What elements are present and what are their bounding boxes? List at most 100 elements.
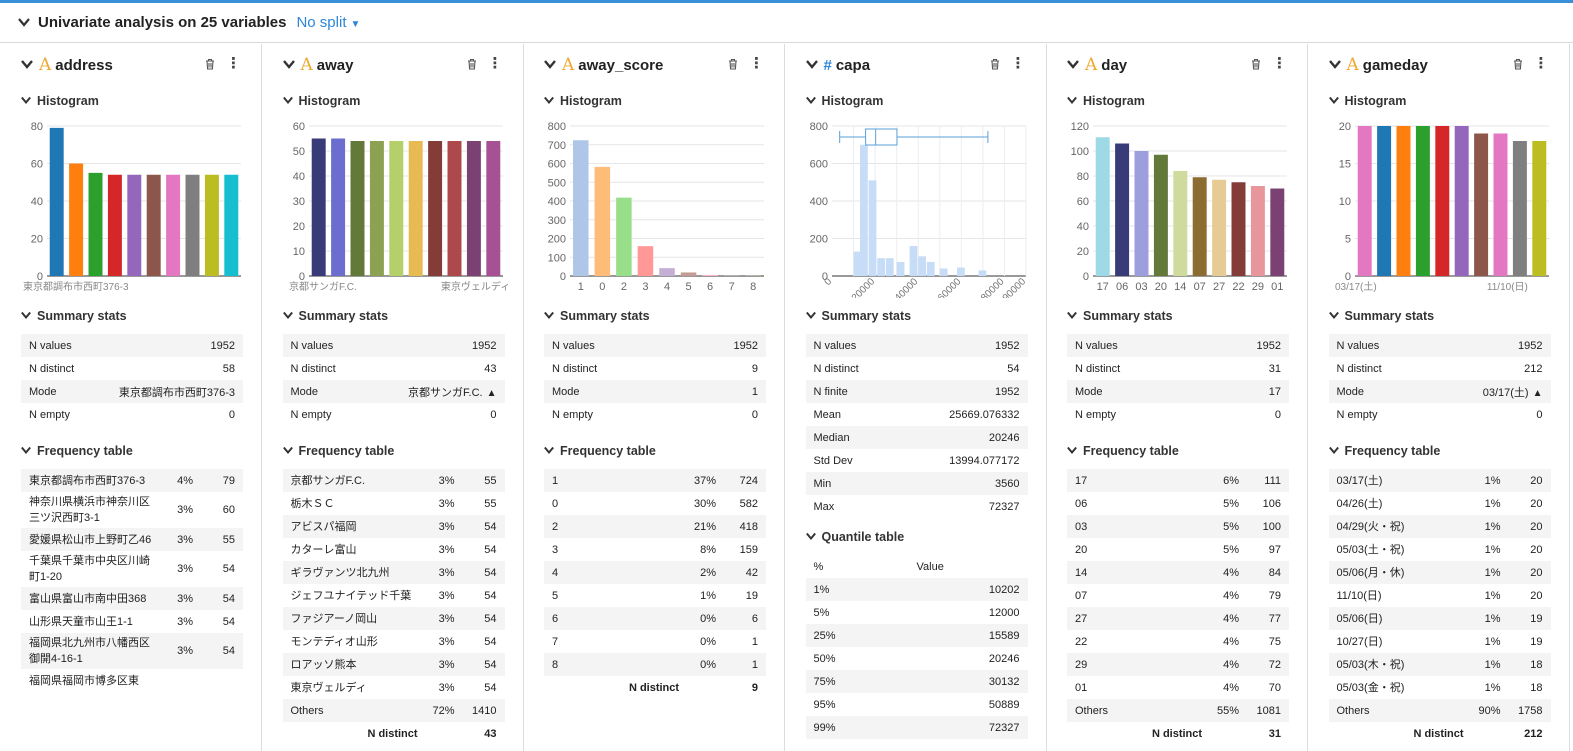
chevron-down-icon[interactable] (21, 310, 31, 323)
section-header[interactable]: Histogram (544, 94, 622, 108)
chevron-down-icon[interactable] (544, 445, 554, 458)
stat-value: 20246 (988, 431, 1020, 444)
chevron-down-icon[interactable] (282, 310, 293, 323)
chevron-down-icon[interactable] (805, 58, 818, 73)
quantile-percent: 1% (813, 583, 830, 596)
histogram-bar (69, 163, 84, 276)
frequency-count: 97 (1268, 543, 1281, 556)
n-distinct-value: 212 (1524, 727, 1543, 740)
chevron-down-icon[interactable] (18, 14, 30, 31)
trash-icon[interactable] (728, 58, 738, 73)
split-dropdown[interactable]: No split ▼ (296, 14, 360, 31)
kebab-menu-icon[interactable]: ⋮ (1533, 55, 1549, 72)
split-label: No split (296, 14, 347, 31)
chevron-down-icon[interactable] (282, 95, 293, 108)
quantile-row: 25% 15589 (805, 624, 1028, 647)
chevron-down-icon[interactable] (544, 58, 556, 73)
x-tick-label: 2 (621, 281, 627, 293)
chevron-down-icon[interactable] (1328, 58, 1341, 73)
trash-icon[interactable] (467, 58, 477, 73)
histogram-bar (1115, 143, 1130, 276)
frequency-count: 70 (1268, 681, 1281, 694)
frequency-percent: 2% (700, 566, 716, 579)
section-header[interactable]: Histogram (1328, 94, 1406, 108)
chevron-down-icon[interactable] (21, 58, 33, 73)
section-header[interactable]: Histogram (805, 94, 883, 108)
trash-icon[interactable] (205, 58, 215, 73)
chevron-down-icon[interactable] (282, 58, 295, 73)
chevron-down-icon[interactable] (1328, 95, 1339, 108)
frequency-count: 1081 (1256, 704, 1281, 717)
chevron-down-icon[interactable] (805, 531, 816, 544)
section-header[interactable]: Frequency table (282, 444, 394, 458)
x-tick-label: 4 (664, 281, 670, 293)
histogram-bar (1095, 137, 1110, 276)
section-header[interactable]: Quantile table (805, 530, 904, 544)
frequency-value: 10/27(日) (1336, 635, 1383, 648)
section-header[interactable]: Summary stats (1067, 309, 1173, 323)
quantile-col-percent: % (813, 560, 824, 573)
section-header[interactable]: Summary stats (805, 309, 911, 323)
y-tick-label: 0 (560, 271, 566, 283)
stats-row: N distinct 54 (806, 357, 1028, 380)
chevron-down-icon[interactable] (544, 95, 554, 108)
chevron-down-icon[interactable] (1067, 310, 1077, 323)
section-header[interactable]: Frequency table (544, 444, 656, 458)
section-header[interactable]: Summary stats (544, 309, 650, 323)
trash-icon[interactable] (1513, 58, 1523, 73)
frequency-percent: 3% (177, 563, 193, 575)
kebab-menu-icon[interactable]: ⋮ (749, 55, 764, 72)
section-header[interactable]: Summary stats (1328, 309, 1434, 323)
histogram-bar (956, 267, 965, 276)
text-type-icon: A (562, 55, 575, 75)
chevron-down-icon[interactable] (21, 95, 31, 108)
stat-value: 58 (222, 362, 235, 375)
frequency-value: 京都サンガF.C. (290, 474, 366, 487)
chevron-down-icon[interactable] (282, 445, 293, 458)
histogram-bar (885, 258, 894, 276)
chevron-down-icon[interactable] (805, 95, 816, 108)
section-header[interactable]: Histogram (282, 94, 360, 108)
section-label: Summary stats (1083, 309, 1173, 323)
chevron-down-icon[interactable] (1328, 310, 1339, 323)
chevron-down-icon[interactable] (1067, 58, 1079, 73)
trash-icon[interactable] (1251, 58, 1261, 73)
text-type-icon: A (39, 55, 52, 75)
frequency-percent: 3% (438, 681, 455, 694)
frequency-table: 京都サンガF.C. 3% 55 栃木ＳＣ 3% 55 アビスパ福岡 3% 54 カターレ富山 3% 5… (282, 469, 505, 745)
section-header[interactable]: Histogram (21, 94, 99, 108)
stat-label: N empty (1336, 408, 1378, 421)
frequency-value: ロアッソ熊本 (290, 658, 357, 671)
chevron-down-icon[interactable] (1328, 445, 1339, 458)
stats-row: N empty 0 (1067, 403, 1289, 426)
section-header[interactable]: Summary stats (282, 309, 388, 323)
chevron-down-icon[interactable] (1067, 95, 1077, 108)
frequency-percent: 55% (1216, 704, 1239, 717)
quantile-row: 95% 50889 (806, 693, 1028, 716)
frequency-count: 18 (1530, 658, 1543, 671)
chevron-down-icon[interactable] (805, 310, 816, 323)
chevron-down-icon[interactable] (1067, 445, 1077, 458)
frequency-count: 54 (484, 681, 497, 694)
section-header[interactable]: Summary stats (21, 309, 127, 323)
quantile-percent: 5% (813, 606, 830, 619)
section-header[interactable]: Frequency table (1067, 444, 1179, 458)
frequency-value: 05/03(木・祝) (1336, 658, 1405, 671)
trash-icon[interactable] (990, 58, 1000, 73)
chevron-down-icon[interactable] (544, 310, 554, 323)
stat-label: Std Dev (813, 454, 853, 467)
section-header[interactable]: Frequency table (1328, 444, 1440, 458)
section-header[interactable]: Frequency table (21, 444, 133, 458)
warning-icon: ▲ (1532, 387, 1543, 399)
kebab-menu-icon[interactable]: ⋮ (226, 55, 241, 72)
frequency-value: 7 (552, 635, 559, 648)
x-tick-label: 20000 (849, 276, 877, 298)
stats-row: N values 1952 (544, 334, 766, 357)
kebab-menu-icon[interactable]: ⋮ (1010, 55, 1026, 72)
kebab-menu-icon[interactable]: ⋮ (487, 55, 503, 72)
chevron-down-icon[interactable] (21, 445, 31, 458)
section-header[interactable]: Histogram (1067, 94, 1145, 108)
frequency-row: 京都サンガF.C. 3% 55 (282, 469, 505, 492)
kebab-menu-icon[interactable]: ⋮ (1272, 55, 1287, 72)
